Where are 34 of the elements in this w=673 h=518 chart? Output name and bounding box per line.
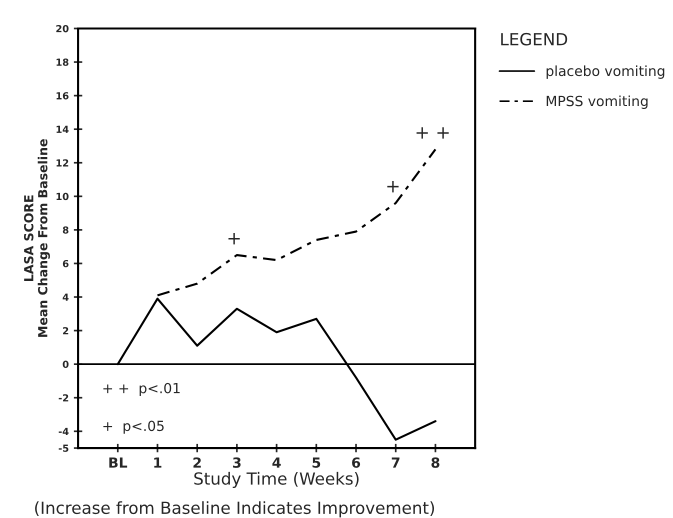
y-tick-label: 0 (62, 360, 69, 368)
text: (Increase from Baseline Indicates Improvement) (35, 501, 434, 518)
legend-label: placebo vomiting (546, 65, 664, 79)
y-tick-label: -5 (58, 444, 68, 452)
legend-label: MPSS vomiting (546, 96, 648, 109)
x-tick-label: 8 (431, 457, 440, 468)
x-axis-title: Study Time (Weeks) (194, 472, 359, 488)
annotation: + (387, 181, 399, 192)
x-tick-label: 7 (392, 458, 400, 468)
x-tick-label: 5 (312, 458, 320, 468)
y-tick-label: 8 (62, 226, 68, 234)
annotation: + p<.05 (103, 420, 164, 434)
x-tick-label: 2 (193, 457, 201, 468)
y-tick-label: -4 (58, 428, 69, 435)
legend-title: LEGEND (501, 32, 568, 46)
x-tick-label: 3 (232, 457, 241, 468)
y-tick-label: 4 (62, 294, 69, 301)
x-tick-label: 4 (272, 458, 281, 468)
y-tick-label: 20 (56, 24, 69, 32)
annotation: + (228, 233, 240, 244)
y-tick-label: 6 (62, 260, 69, 268)
y-tick-label: 18 (56, 58, 68, 66)
x-tick-label: BL (109, 458, 128, 468)
annotation: + + (416, 127, 449, 139)
annotation: + + p<.01 (103, 382, 180, 396)
y-axis-title: LASA SCORE Mean Change From Baseline (24, 139, 50, 337)
y-tick-label: -2 (58, 394, 68, 402)
x-tick-label: 1 (154, 458, 162, 468)
y-tick-label: 14 (56, 126, 69, 133)
y-tick-label: 10 (56, 192, 69, 200)
y-tick-label: 16 (56, 92, 69, 100)
y-tick-label: 2 (63, 327, 68, 334)
y-tick-label: 12 (56, 159, 68, 166)
x-tick-label: 6 (352, 457, 360, 468)
